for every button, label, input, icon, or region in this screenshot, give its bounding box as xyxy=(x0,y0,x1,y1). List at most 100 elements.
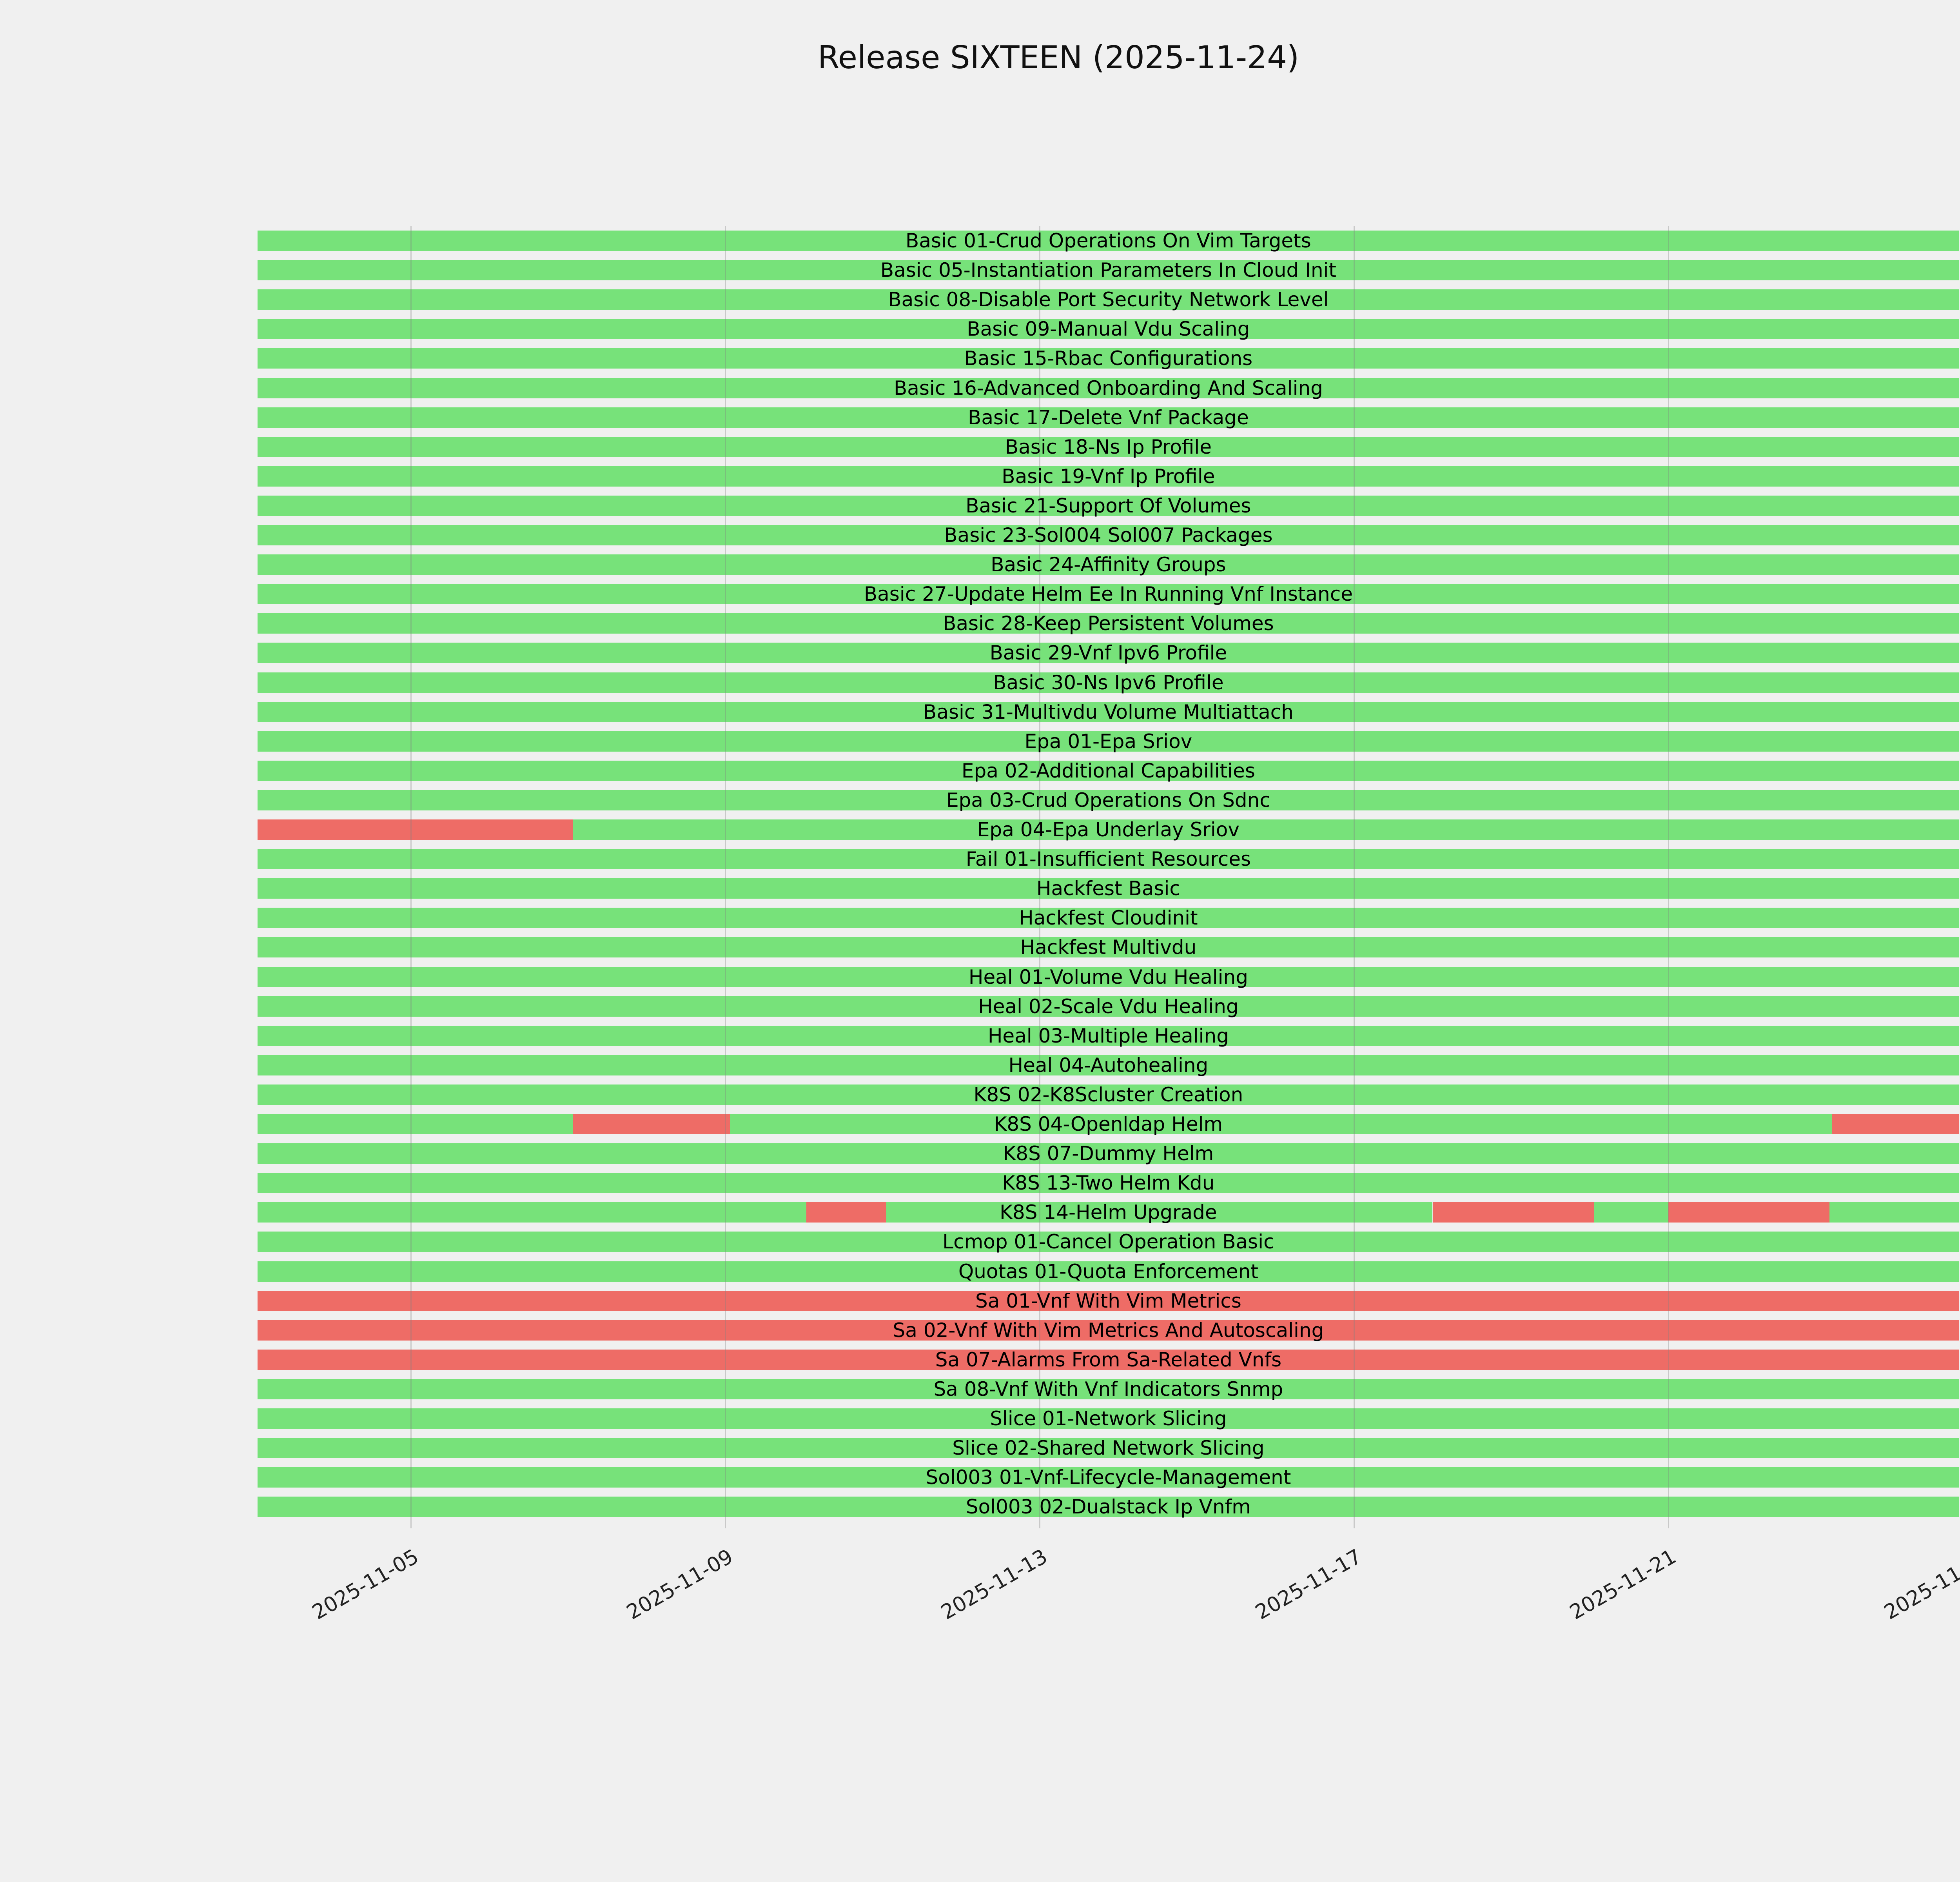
task-row-label: Sol003 01-Vnf-Lifecycle-Management xyxy=(926,1466,1291,1489)
bar-segment-pass xyxy=(1593,1202,1668,1223)
bar-segment-pass xyxy=(258,407,1959,428)
task-row-label: Hackfest Basic xyxy=(1036,877,1180,900)
task-row-label: Basic 18-Ns Ip Profile xyxy=(1005,436,1212,458)
bar-segment-fail xyxy=(1668,1202,1830,1223)
bar-segment-pass xyxy=(258,702,1959,722)
x-axis-tick-label: 2025-11-05 xyxy=(308,1545,423,1625)
bar-segment-pass xyxy=(258,937,1959,957)
task-row-label: Quotas 01-Quota Enforcement xyxy=(958,1260,1258,1283)
bar-segment-pass xyxy=(258,525,1959,545)
x-gridline xyxy=(724,226,726,1528)
bar-segment-pass xyxy=(258,1497,1959,1517)
bar-segment-pass xyxy=(258,466,1959,487)
bar-segment-pass xyxy=(258,1438,1959,1458)
task-row-label: Epa 04-Epa Underlay Sriov xyxy=(977,818,1240,841)
x-gridline xyxy=(1353,226,1355,1528)
bar-segment-pass xyxy=(258,761,1959,781)
x-axis-tick-label: 2025-11-21 xyxy=(1566,1545,1680,1625)
bar-segment-pass xyxy=(258,908,1959,928)
bar-segment-pass xyxy=(258,496,1959,516)
task-row-label: Epa 02-Additional Capabilities xyxy=(961,759,1255,782)
bar-segment-pass xyxy=(258,1202,806,1223)
bar-segment-pass xyxy=(258,1232,1959,1252)
task-row-label: Basic 27-Update Helm Ee In Running Vnf I… xyxy=(864,583,1353,605)
bar-segment-pass xyxy=(258,1114,573,1134)
bar-segment-fail xyxy=(1832,1114,1959,1134)
task-row-label: Hackfest Cloudinit xyxy=(1019,906,1198,929)
task-row-label: Heal 03-Multiple Healing xyxy=(987,1025,1229,1047)
task-row-label: Basic 05-Instantiation Parameters In Clo… xyxy=(880,259,1337,282)
task-row-label: Heal 04-Autohealing xyxy=(1008,1054,1209,1077)
bar-segment-pass xyxy=(258,1408,1959,1429)
task-row-label: K8S 07-Dummy Helm xyxy=(1003,1142,1214,1165)
bar-segment-pass xyxy=(1829,1202,1959,1223)
bar-segment-pass xyxy=(258,1379,1959,1399)
bar-segment-pass xyxy=(886,1202,1433,1223)
bar-segment-pass xyxy=(573,819,1959,840)
task-row-label: Slice 01-Network Slicing xyxy=(990,1407,1227,1430)
bar-segment-pass xyxy=(258,437,1959,457)
task-row-label: Basic 23-Sol004 Sol007 Packages xyxy=(944,524,1273,547)
task-row-label: Sa 02-Vnf With Vim Metrics And Autoscali… xyxy=(893,1319,1324,1342)
task-row-label: K8S 13-Two Helm Kdu xyxy=(1002,1172,1215,1194)
bar-segment-pass xyxy=(258,378,1959,398)
bar-segment-pass xyxy=(258,849,1959,869)
chart-title: Release SIXTEEN (2025-11-24) xyxy=(817,39,1299,76)
bar-segment-pass xyxy=(258,1261,1959,1282)
task-row-label: Sa 07-Alarms From Sa-Related Vnfs xyxy=(935,1348,1282,1371)
x-axis-tick-label: 2025-11-25 xyxy=(1880,1545,1960,1625)
task-row-label: Lcmop 01-Cancel Operation Basic xyxy=(942,1230,1274,1253)
task-row-label: Hackfest Multivdu xyxy=(1020,936,1197,959)
bar-segment-pass xyxy=(258,260,1959,280)
task-row-label: Heal 01-Volume Vdu Healing xyxy=(968,966,1248,988)
task-row-label: Basic 28-Keep Persistent Volumes xyxy=(943,612,1274,635)
bar-segment-pass xyxy=(258,289,1959,310)
task-row-label: K8S 04-Openldap Helm xyxy=(994,1113,1223,1135)
bar-segment-pass xyxy=(258,967,1959,987)
task-row-label: Basic 08-Disable Port Security Network L… xyxy=(888,288,1329,311)
bar-segment-fail xyxy=(258,1291,1959,1311)
task-row-label: K8S 02-K8Scluster Creation xyxy=(973,1083,1243,1106)
task-row-label: Epa 01-Epa Sriov xyxy=(1024,730,1192,753)
task-row-label: K8S 14-Helm Upgrade xyxy=(1000,1201,1217,1224)
bar-segment-fail xyxy=(258,819,573,840)
task-row-label: Basic 30-Ns Ipv6 Profile xyxy=(993,671,1224,694)
task-row-label: Basic 21-Support Of Volumes xyxy=(965,494,1251,517)
task-row-label: Basic 29-Vnf Ipv6 Profile xyxy=(989,641,1227,664)
bar-segment-pass xyxy=(258,554,1959,575)
bar-segment-pass xyxy=(258,878,1959,899)
bar-segment-pass xyxy=(258,1026,1959,1046)
task-row-label: Basic 24-Affinity Groups xyxy=(991,553,1226,576)
bar-segment-fail xyxy=(573,1114,730,1134)
bar-segment-pass xyxy=(258,613,1959,634)
bar-segment-pass xyxy=(258,1055,1959,1075)
x-axis-tick-label: 2025-11-17 xyxy=(1251,1545,1366,1625)
task-row-label: Basic 31-Multivdu Volume Multiattach xyxy=(923,701,1294,723)
bar-segment-pass xyxy=(258,1467,1959,1488)
x-axis-tick-label: 2025-11-09 xyxy=(622,1545,737,1625)
bar-segment-pass xyxy=(258,1143,1959,1164)
bar-segment-pass xyxy=(258,231,1959,251)
bar-segment-fail xyxy=(806,1202,886,1223)
bar-segment-fail xyxy=(1432,1202,1594,1223)
bar-segment-pass xyxy=(258,584,1959,604)
x-gridline xyxy=(410,226,412,1528)
bar-segment-pass xyxy=(258,1085,1959,1105)
bar-segment-pass xyxy=(258,996,1959,1017)
task-row-label: Basic 19-Vnf Ip Profile xyxy=(1002,465,1215,488)
task-row-label: Basic 16-Advanced Onboarding And Scaling xyxy=(893,377,1323,400)
task-row-label: Sol003 02-Dualstack Ip Vnfm xyxy=(965,1495,1251,1518)
bar-segment-fail xyxy=(258,1350,1959,1370)
task-row-label: Sa 01-Vnf With Vim Metrics xyxy=(975,1290,1241,1312)
bar-segment-pass xyxy=(258,1173,1959,1193)
bar-segment-fail xyxy=(258,1320,1959,1341)
task-row-label: Sa 08-Vnf With Vnf Indicators Snmp xyxy=(933,1378,1283,1401)
bar-segment-pass xyxy=(258,790,1959,810)
x-gridline xyxy=(1039,226,1040,1528)
bar-segment-pass xyxy=(258,643,1959,663)
bar-segment-pass xyxy=(258,348,1959,369)
x-gridline xyxy=(1668,226,1669,1528)
task-row-label: Epa 03-Crud Operations On Sdnc xyxy=(946,789,1270,812)
